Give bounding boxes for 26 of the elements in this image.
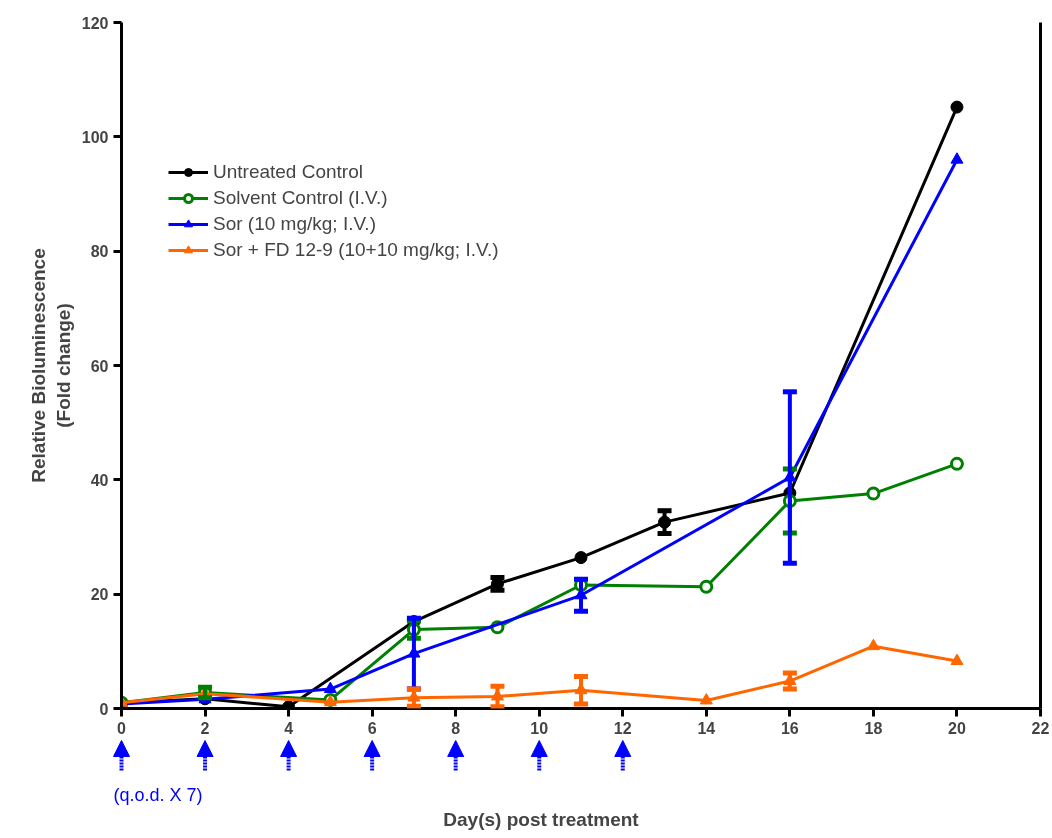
y-axis-title: Relative Bioluminescence (Fold change) <box>27 248 74 483</box>
x-axis-title: Day(s) post treatment <box>443 808 640 830</box>
legend-label: Sor + FD 12-9 (10+10 mg/kg; I.V.) <box>213 239 499 261</box>
legend-label: Sor (10 mg/kg; I.V.) <box>213 213 376 235</box>
y-tick-label: 120 <box>81 14 109 32</box>
x-tick-label: 14 <box>697 719 716 737</box>
x-tick-label: 0 <box>117 719 127 737</box>
y-tick-label: 100 <box>81 128 109 146</box>
y-tick-label: 40 <box>90 471 109 489</box>
y-tick-label: 80 <box>90 243 109 261</box>
x-tick-label: 8 <box>451 719 461 737</box>
x-tick-label: 20 <box>948 719 966 737</box>
x-tick-label: 18 <box>864 719 883 737</box>
x-tick-label: 12 <box>613 719 632 737</box>
legend-label: Solvent Control (I.V.) <box>213 187 388 209</box>
x-tick-label: 2 <box>200 719 210 737</box>
y-tick-label: 20 <box>90 586 109 604</box>
x-tick-label: 10 <box>530 719 549 737</box>
x-tick-label: 4 <box>284 719 294 737</box>
y-tick-label: 60 <box>90 357 109 375</box>
y-tick-label: 0 <box>99 700 109 718</box>
legend-label: Untreated Control <box>213 161 363 183</box>
x-tick-label: 22 <box>1031 719 1050 737</box>
x-tick-label: 6 <box>367 719 377 737</box>
x-tick-label: 16 <box>780 719 799 737</box>
text: (q.o.d. X 7) <box>113 784 203 805</box>
